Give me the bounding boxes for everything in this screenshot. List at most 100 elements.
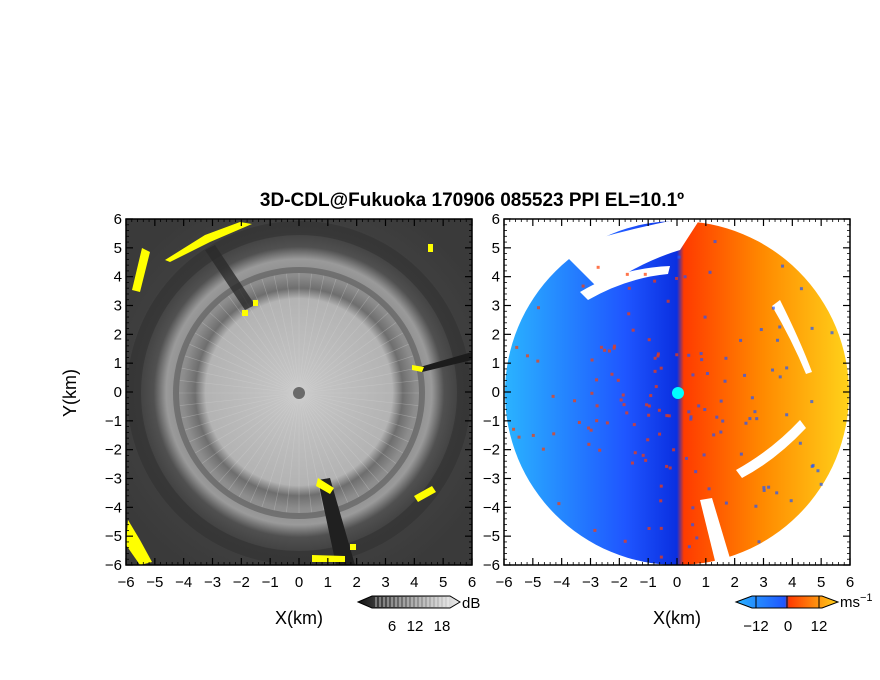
velocity-speckle-cell <box>653 279 657 283</box>
velocity-speckle-cell <box>541 447 545 451</box>
velocity-speckle-cell <box>675 353 679 357</box>
reflectivity-ray <box>298 380 419 394</box>
velocity-speckle-cell <box>653 356 657 360</box>
velocity-speckle-cell <box>610 372 614 376</box>
velocity-corner-gap-se <box>800 520 850 565</box>
beam-shadow-east <box>420 352 472 372</box>
velocity-speckle-cell <box>525 354 529 358</box>
y-tick-label-left: 2 <box>114 326 122 343</box>
velocity-speckle-cell <box>647 413 651 417</box>
beam-shadow-northwest <box>205 245 255 310</box>
x-tick-label-right: −6 <box>495 574 512 591</box>
velocity-speckle-cell <box>649 394 653 398</box>
y-tick-label-left: 6 <box>114 211 122 228</box>
velocity-speckle-cell <box>659 555 663 559</box>
velocity-speckle-cell <box>593 528 597 532</box>
velocity-speckle-cell <box>781 264 785 268</box>
velocity-speckle-cell <box>589 428 593 432</box>
x-tick-label-right: 2 <box>730 574 738 591</box>
velocity-speckle-cell <box>619 398 623 402</box>
reflectivity-ray <box>273 275 300 394</box>
velocity-speckle-cell <box>665 414 669 418</box>
velocity-data-gap-north <box>560 219 700 290</box>
reflectivity-ray <box>298 392 380 483</box>
velocity-speckle-cell <box>656 352 660 356</box>
velocity-colorbar-tick-1: 0 <box>784 618 792 635</box>
velocity-speckle-cell <box>668 466 672 470</box>
reflectivity-ray <box>194 392 300 454</box>
velocity-speckle-cell <box>743 373 747 377</box>
velocity-speckle-cell <box>659 484 663 488</box>
velocity-speckle-cell <box>684 456 688 460</box>
velocity-speckle-cell <box>536 359 540 363</box>
y-tick-label-right: 0 <box>492 384 500 401</box>
velocity-speckle-cell <box>691 373 695 377</box>
velocity-speckle-cell <box>631 328 635 332</box>
velocity-speckle-cell <box>512 427 516 431</box>
reflectivity-ray <box>298 392 389 474</box>
reflectivity-ray <box>298 392 312 513</box>
velocity-speckle-cell <box>656 354 660 358</box>
velocity-speckle-cell <box>757 540 761 544</box>
x-tick-label-right: 3 <box>759 574 767 591</box>
x-tick-label-right: −3 <box>582 574 599 591</box>
velocity-speckle-cell <box>744 421 748 425</box>
velocity-speckle-cell <box>612 344 616 348</box>
velocity-speckle-cell <box>785 366 789 370</box>
reflectivity-ray <box>286 273 300 394</box>
x-tick-label-left: −5 <box>146 574 163 591</box>
velocity-speckle-cell <box>683 275 687 279</box>
velocity-speckle-cell <box>776 338 780 342</box>
velocity-speckle-cell <box>762 486 766 490</box>
velocity-speckle-cell <box>689 417 693 421</box>
reflectivity-colorbar-tick-2: 18 <box>434 618 451 635</box>
velocity-speckle-cell <box>771 368 775 372</box>
velocity-speckle-cell <box>633 451 637 455</box>
velocity-speckle-cell <box>778 375 782 379</box>
velocity-speckle-cell <box>647 526 651 530</box>
axis-ticks: −6 −5 −4 −3 −2 −1 0 1 2 3 4 5 6 −6 −5 −4 −3 −2 −1 0 1 2 3 4 5 6 −6… <box>105 211 854 591</box>
reflectivity-ray <box>209 312 300 394</box>
reflectivity-ray <box>298 392 349 503</box>
velocity-corner-gap-ne <box>800 219 850 270</box>
reflectivity-ray <box>218 392 300 483</box>
y-tick-label-right: 5 <box>492 240 500 257</box>
x-tick-label-left: 5 <box>439 574 447 591</box>
reflectivity-panel <box>126 219 472 565</box>
y-tick-label-right: −4 <box>483 499 500 516</box>
velocity-speckle-cell <box>703 315 707 319</box>
velocity-speckle-cell <box>603 348 607 352</box>
velocity-speckle-cell <box>659 499 663 503</box>
reflectivity-ray <box>273 392 300 511</box>
velocity-speckle-cell <box>666 299 670 303</box>
reflectivity-ray <box>298 275 325 394</box>
velocity-speckle-cell <box>590 358 594 362</box>
reflectivity-ray <box>298 392 397 464</box>
y-tick-label-left: 4 <box>114 269 122 286</box>
velocity-speckle-cell <box>775 491 779 495</box>
velocity-speckle-cell <box>713 240 717 244</box>
x-tick-label-left: 2 <box>352 574 360 591</box>
velocity-speckle-cell <box>754 504 758 508</box>
reflectivity-colorbar-tick-0: 6 <box>388 618 396 635</box>
velocity-speckle-cell <box>694 470 698 474</box>
reflectivity-ray <box>261 278 300 394</box>
x-tick-label-right: 6 <box>846 574 854 591</box>
reflectivity-ray <box>298 273 312 394</box>
reflectivity-rays <box>179 273 419 513</box>
velocity-speckle-cell <box>667 414 671 418</box>
reflectivity-ray <box>286 392 300 513</box>
reflectivity-ray <box>181 392 300 419</box>
reflectivity-ray <box>298 278 337 394</box>
inner-ring <box>173 267 425 519</box>
reflectivity-colorbar: dB 6 12 18 <box>356 595 480 635</box>
velocity-speckle-cell <box>712 433 716 437</box>
chart-title: 3D-CDL@Fukuoka 170906 085523 PPI EL=10.1… <box>260 190 684 211</box>
x-tick-label-right: −1 <box>640 574 657 591</box>
velocity-speckle-cell <box>724 501 728 505</box>
velocity-speckle-cell <box>819 482 823 486</box>
x-tick-label-right: 0 <box>673 574 681 591</box>
velocity-speckle-cell <box>623 539 627 543</box>
reflectivity-ray <box>298 392 417 419</box>
velocity-data-gap-nw <box>580 266 670 300</box>
